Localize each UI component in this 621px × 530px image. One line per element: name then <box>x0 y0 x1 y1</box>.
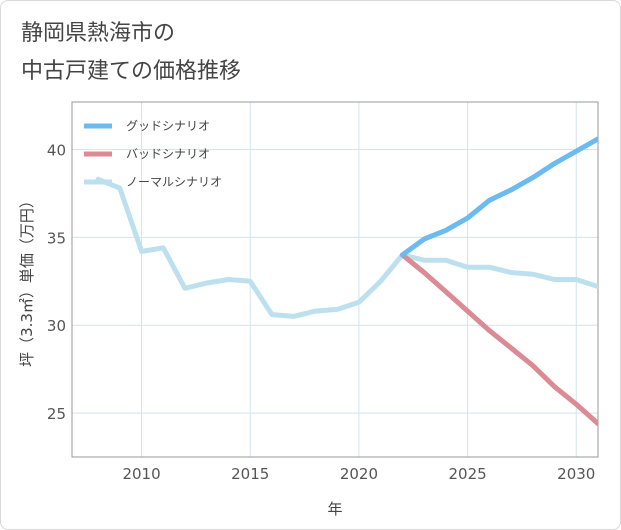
legend-label: グッドシナリオ <box>126 119 210 133</box>
y-tick-label: 35 <box>47 229 66 247</box>
grid-lines <box>72 102 598 457</box>
title-line-1: 静岡県熱海市の <box>21 21 176 46</box>
y-axis-label: 坪（3.3㎡）単価（万円） <box>18 193 36 367</box>
series-line-bad <box>399 252 598 427</box>
legend-label: バッドシナリオ <box>126 147 210 161</box>
x-tick-label: 2015 <box>231 465 269 483</box>
y-tick-label: 25 <box>47 405 66 423</box>
x-tick-label: 2020 <box>340 465 378 483</box>
chart-title: 静岡県熱海市の 中古戸建ての価格推移 <box>21 15 241 91</box>
legend-label: ノーマルシナリオ <box>126 175 222 189</box>
y-tick-label: 40 <box>47 141 66 159</box>
x-tick-label: 2025 <box>448 465 486 483</box>
title-line-2: 中古戸建ての価格推移 <box>21 59 242 84</box>
x-axis-label: 年 <box>327 500 342 518</box>
y-tick-label: 30 <box>47 317 66 335</box>
x-tick-label: 2030 <box>557 465 595 483</box>
plot-area <box>71 101 599 458</box>
series-layer <box>95 136 598 427</box>
tick-labels: 2010 2015 2020 2025 2030 25 30 35 40 <box>47 141 595 483</box>
x-tick-label: 2010 <box>122 465 160 483</box>
series-line-good <box>399 136 598 258</box>
series-line-normal <box>95 176 598 319</box>
